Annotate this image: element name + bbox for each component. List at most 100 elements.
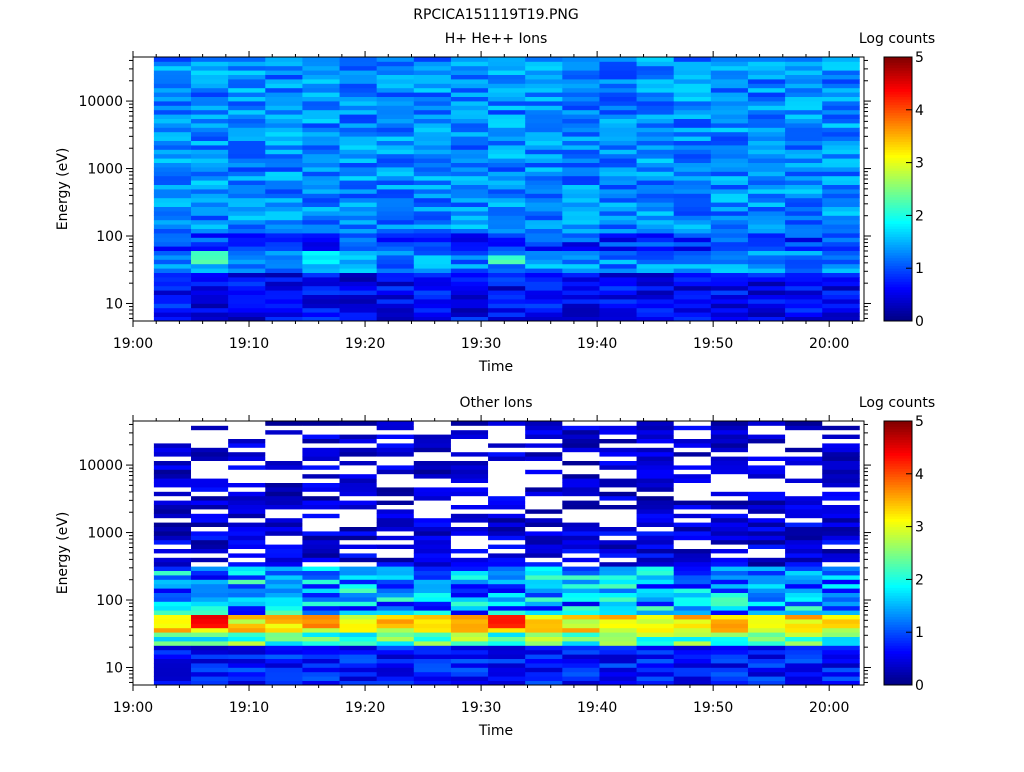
heatmap-cell [265, 601, 303, 607]
heatmap-cell [822, 539, 860, 545]
heatmap-cell [562, 277, 600, 282]
colorbar-swatch [884, 175, 912, 179]
heatmap-cell [562, 153, 600, 159]
heatmap-cell [302, 566, 340, 571]
heatmap-cell [413, 96, 452, 102]
colorbar-swatch [884, 455, 912, 459]
heatmap-cell [265, 553, 303, 558]
heatmap-cell [153, 118, 192, 124]
heatmap-cell [710, 184, 749, 190]
heatmap-cell [153, 228, 192, 234]
heatmap-cell [785, 605, 823, 611]
colorbar-swatch [884, 302, 912, 306]
heatmap-cell [562, 101, 600, 106]
heatmap-cell [265, 145, 303, 150]
heatmap-cell [265, 162, 303, 168]
heatmap-cell [376, 290, 415, 295]
heatmap-cell [302, 312, 340, 317]
heatmap-cell [747, 588, 786, 593]
heatmap-cell [525, 491, 563, 497]
heatmap-cell [822, 623, 860, 629]
heatmap-cell [302, 127, 340, 133]
heatmap-cell [450, 83, 489, 89]
heatmap-cell [673, 601, 712, 607]
heatmap-cell [525, 263, 563, 269]
heatmap-cell [636, 123, 675, 128]
heatmap-cell [488, 526, 526, 532]
heatmap-cell [599, 619, 637, 624]
heatmap-cell [636, 645, 675, 651]
heatmap-cell [710, 531, 749, 536]
heatmap-cell [228, 131, 266, 137]
heatmap-cell [599, 57, 637, 62]
heatmap-cell [525, 667, 563, 673]
heatmap-cell [822, 237, 860, 243]
heatmap-cell [228, 202, 266, 207]
heatmap-cell [376, 601, 415, 607]
colorbar-swatch [884, 249, 912, 253]
heatmap-cell [265, 299, 303, 304]
heatmap-cell [153, 500, 192, 505]
heatmap-cell [488, 478, 526, 483]
heatmap-cell [710, 654, 749, 659]
heatmap-cell [525, 158, 563, 163]
heatmap-cell [562, 105, 600, 111]
heatmap-cell [488, 123, 526, 128]
heatmap-cell [265, 517, 303, 523]
heatmap-cell [153, 583, 192, 589]
heatmap-cell [785, 570, 823, 576]
heatmap-cell [265, 61, 303, 67]
heatmap-cell [562, 649, 600, 655]
heatmap-cell [228, 460, 266, 466]
heatmap-cell [376, 438, 415, 444]
heatmap-cell [599, 610, 637, 615]
heatmap-cell [228, 259, 266, 265]
heatmap-cell [747, 526, 786, 532]
heatmap-cell [153, 451, 192, 457]
heatmap-cell [153, 526, 192, 532]
heatmap-cell [302, 451, 340, 457]
heatmap-cell [747, 421, 786, 426]
heatmap-cell [413, 268, 452, 273]
heatmap-cell [525, 632, 563, 637]
heatmap-cell [747, 145, 786, 150]
heatmap-cell [525, 504, 563, 510]
heatmap-cell [153, 87, 192, 93]
heatmap-cell [488, 189, 526, 194]
heatmap-cell [673, 557, 712, 563]
heatmap-cell [413, 202, 452, 207]
heatmap-cell [302, 233, 340, 238]
heatmap-cell [488, 109, 526, 115]
heatmap-cell [562, 312, 600, 317]
heatmap-cell [636, 263, 675, 269]
heatmap-cell [562, 255, 600, 260]
heatmap-cell [302, 259, 340, 265]
heatmap-cell [562, 215, 600, 221]
heatmap-cell [450, 303, 489, 309]
heatmap-cell [450, 623, 489, 629]
heatmap-cell [265, 491, 303, 497]
heatmap-cell [673, 127, 712, 133]
heatmap-cell [265, 87, 303, 93]
heatmap-cell [636, 285, 675, 291]
heatmap-cell [413, 434, 452, 439]
heatmap-cell [228, 566, 266, 571]
heatmap-cell [747, 517, 786, 523]
heatmap-cell [450, 605, 489, 611]
heatmap-cell [562, 127, 600, 133]
heatmap-cell [488, 180, 526, 185]
heatmap-cell [265, 105, 303, 111]
heatmap-cell [191, 434, 229, 439]
colorbar-swatch [884, 218, 912, 222]
heatmap-cell [785, 175, 823, 181]
heatmap-cell [153, 215, 192, 221]
heatmap-cell [822, 605, 860, 611]
heatmap-cell [488, 447, 526, 453]
heatmap-cell [191, 79, 229, 84]
colorbar-swatch [884, 268, 912, 272]
heatmap-cell [450, 451, 489, 457]
heatmap-cell [265, 211, 303, 216]
heatmap-cell [710, 614, 749, 620]
colorbar-swatch [884, 574, 912, 578]
heatmap-cell [710, 255, 749, 260]
